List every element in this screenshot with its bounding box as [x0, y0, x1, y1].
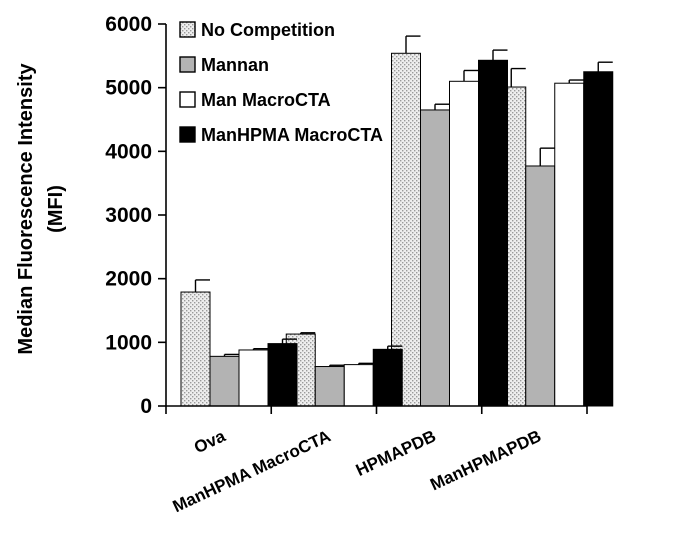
y-axis-title-line: (MFI) [45, 185, 67, 233]
bar-3-2 [343, 364, 374, 407]
legend-label-2: Mannan [201, 55, 269, 75]
y-tick-label: 1000 [105, 331, 152, 354]
legend: No Competition Mannan Man MacroCTA ManHPMA … [179, 20, 383, 145]
legend-label-3: Man MacroCTA [201, 90, 331, 110]
y-axis-title-line: Median Fluorescence Intensity [15, 63, 37, 355]
legend-label-4: ManHPMA MacroCTA [201, 125, 383, 145]
legend-label-1: No Competition [201, 20, 335, 40]
y-tick-label: 0 [140, 395, 152, 418]
bar-2-1 [209, 355, 240, 407]
y-tick-label: 6000 [105, 13, 152, 36]
legend-swatch-4 [179, 126, 196, 143]
bar-2-2 [314, 366, 345, 407]
bar-4-1 [267, 343, 298, 407]
bars-layer [180, 35, 614, 407]
bar-4-2 [372, 348, 403, 407]
bar-4-4 [583, 71, 614, 407]
bar-4-3 [478, 59, 508, 407]
x-category-label: Ova [191, 426, 229, 457]
y-tick-label: 2000 [105, 268, 152, 291]
y-tick-label: 4000 [105, 140, 152, 163]
legend-swatch-2 [179, 56, 196, 73]
bar-3-1 [238, 349, 269, 407]
y-tick-label: 3000 [105, 204, 152, 227]
bar-2-4 [525, 165, 556, 407]
x-category-label: HPMAPDB [353, 426, 439, 480]
x-category-label: ManHPMAPDB [427, 426, 544, 494]
bar-3-3 [449, 80, 479, 407]
bar-1-1 [180, 291, 211, 407]
legend-swatch-1 [179, 21, 196, 38]
bar-3-4 [554, 82, 585, 407]
legend-swatch-3 [179, 91, 196, 108]
bar-2-3 [420, 109, 450, 407]
y-tick-label: 5000 [105, 77, 152, 100]
